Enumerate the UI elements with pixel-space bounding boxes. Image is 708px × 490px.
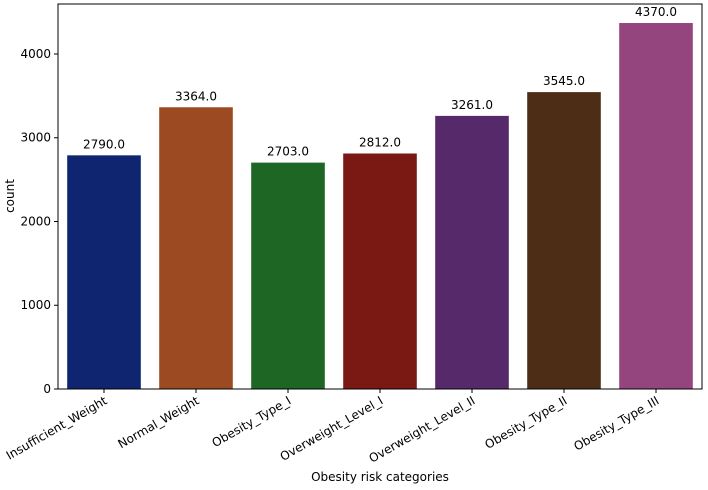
x-tick-label: Normal_Weight — [115, 393, 201, 451]
y-tick-label: 1000 — [20, 298, 51, 312]
y-tick-label: 3000 — [20, 131, 51, 145]
bar-Insufficient_Weight — [67, 155, 141, 389]
bar-Obesity_Type_III — [619, 23, 693, 389]
x-axis-label: Obesity risk categories — [311, 470, 449, 484]
data-label: 3364.0 — [175, 89, 217, 103]
data-label: 3545.0 — [543, 74, 585, 88]
y-tick-label: 4000 — [20, 47, 51, 61]
data-label: 2703.0 — [267, 145, 309, 159]
bar-Overweight_Level_II — [435, 115, 509, 389]
y-tick-label: 0 — [43, 382, 51, 396]
y-axis-label: count — [3, 179, 17, 213]
x-tick-label: Insufficient_Weight — [4, 393, 110, 462]
plot-frame — [57, 3, 703, 390]
x-tick-label: Obesity_Type_I — [209, 393, 293, 450]
bar-Overweight_Level_I — [343, 153, 417, 389]
bar-Obesity_Type_II — [527, 92, 601, 389]
data-label: 2790.0 — [83, 137, 125, 151]
x-tick-label: Obesity_Type_III — [571, 393, 661, 453]
bar-Obesity_Type_I — [251, 162, 325, 389]
x-tick-label: Obesity_Type_II — [482, 393, 569, 451]
data-label: 2812.0 — [359, 135, 401, 149]
data-label: 4370.0 — [635, 5, 677, 19]
y-tick-label: 2000 — [20, 214, 51, 228]
bar-Normal_Weight — [159, 107, 233, 389]
data-label: 3261.0 — [451, 98, 493, 112]
